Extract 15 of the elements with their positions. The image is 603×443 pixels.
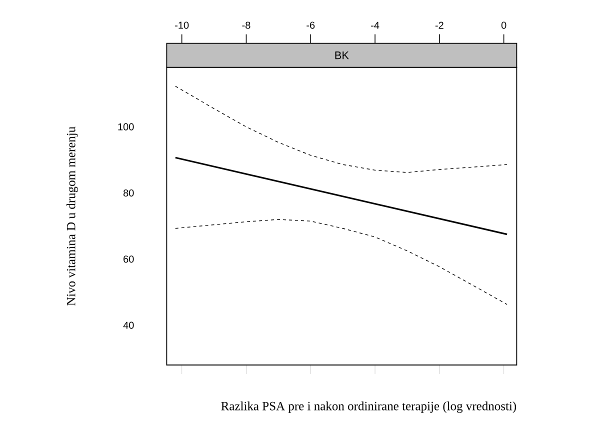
chart-subtitle: BK: [335, 52, 349, 60]
x-axis-title: Razlika PSA pre i nakon ordinirane terapije (log vrednosti): [221, 402, 516, 413]
x-tick-label: 0: [501, 22, 506, 29]
y-tick-label: 100: [118, 123, 134, 130]
x-tick-label: -10: [175, 22, 189, 29]
line-series: [175, 219, 508, 305]
y-tick-label: 40: [123, 322, 134, 329]
y-axis-title: Nivo vitamina D u drugom merenju: [66, 126, 78, 306]
y-tick-label: 60: [124, 256, 134, 263]
line-series: [175, 86, 508, 173]
x-tick-label: -8: [242, 22, 250, 29]
x-tick-label: -6: [306, 22, 315, 29]
y-tick-label: 80: [123, 189, 134, 197]
x-tick-label: -2: [435, 22, 444, 29]
x-tick-label: -4: [371, 22, 380, 29]
